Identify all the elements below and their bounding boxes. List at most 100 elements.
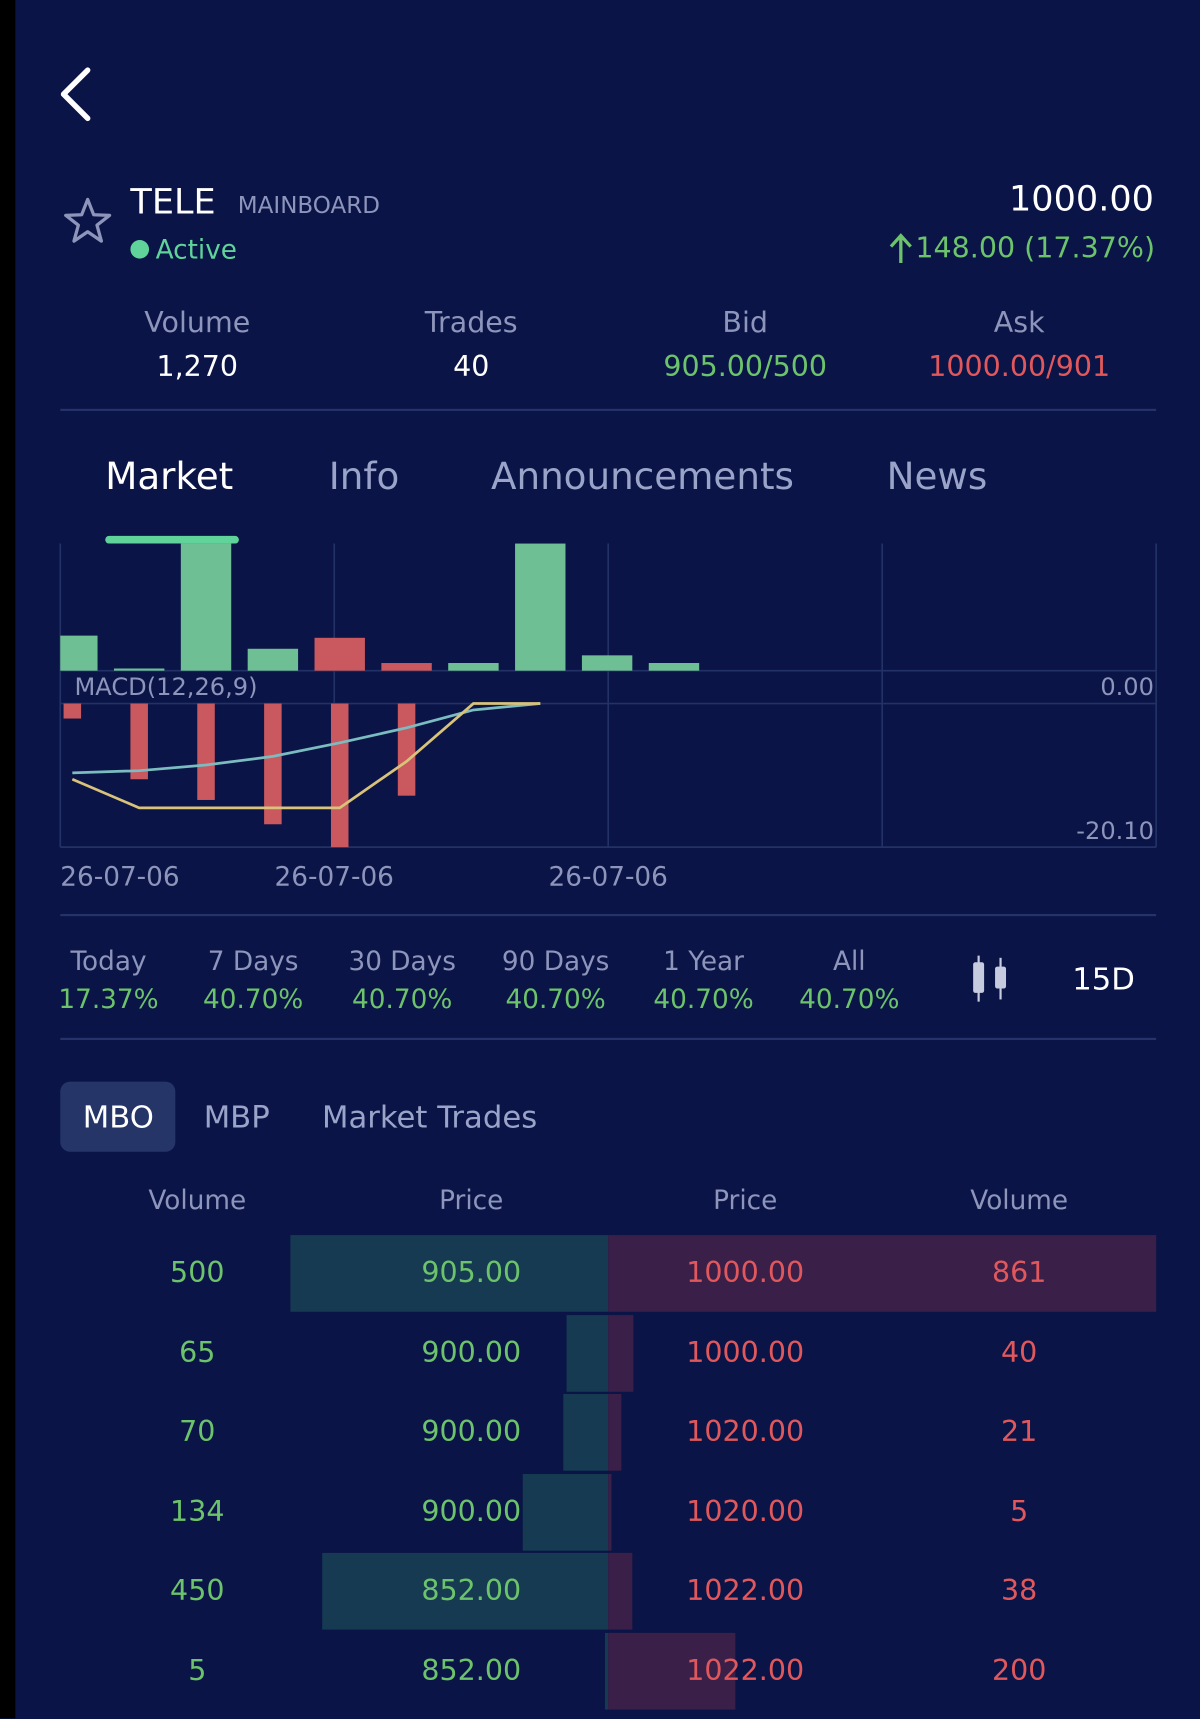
chart: 0.00 -20.10 MACD(12,26,9) 26-07-06 26-07-06 2… <box>59 543 1157 892</box>
column-header: Price <box>439 1184 504 1216</box>
volume-bar <box>180 543 232 671</box>
divider <box>60 1037 1157 1040</box>
tab-indicator <box>105 535 239 544</box>
stat-label: Ask <box>993 306 1045 340</box>
bid-volume: 450 <box>170 1574 225 1608</box>
column-header: Price <box>713 1184 778 1216</box>
macd-bar <box>397 703 416 796</box>
price: 1000.00 <box>1008 177 1154 220</box>
volume-bar <box>60 635 98 671</box>
macd-bar <box>63 703 82 719</box>
bid-depth-bar <box>321 1552 609 1630</box>
period-label[interactable]: 30 Days <box>348 945 456 977</box>
interval[interactable]: 15D <box>1072 961 1135 998</box>
ask-volume: 861 <box>991 1256 1047 1290</box>
symbol: TELE <box>130 180 216 223</box>
bid-price: 905.00 <box>421 1256 522 1290</box>
bid-volume: 70 <box>179 1415 216 1449</box>
volume-bar <box>247 648 299 671</box>
period-label[interactable]: All <box>833 945 866 977</box>
stat-value: 905.00/500 <box>663 350 828 384</box>
period-label[interactable]: 7 Days <box>207 945 299 977</box>
bid-depth-bar <box>289 1235 609 1312</box>
volume-bar <box>515 543 566 671</box>
bid-price: 900.00 <box>421 1415 522 1449</box>
back-button[interactable] <box>53 64 101 125</box>
tab[interactable]: Market <box>105 454 234 499</box>
volume-bar <box>113 668 165 671</box>
ask-volume: 21 <box>1001 1415 1038 1449</box>
bid-depth-bar <box>563 1393 609 1471</box>
tab[interactable]: Info <box>328 454 400 499</box>
status: Active <box>155 234 237 266</box>
ask-volume: 5 <box>1010 1495 1029 1529</box>
ask-depth-bar <box>608 1632 736 1710</box>
period-label[interactable]: 1 Year <box>663 945 744 977</box>
stat-value: 1,270 <box>156 350 239 384</box>
change: 148.00 (17.37%) <box>915 232 1156 266</box>
indicator-label: MACD(12,26,9) <box>75 673 258 701</box>
column-header: Volume <box>970 1184 1069 1216</box>
ask-price: 1020.00 <box>686 1415 805 1449</box>
macd-line <box>71 702 541 810</box>
bid-volume: 65 <box>179 1336 216 1370</box>
candle-icon[interactable] <box>969 953 1015 1003</box>
bid-volume: 500 <box>170 1256 225 1290</box>
volume-bar <box>648 663 700 671</box>
macd-bar <box>197 703 215 800</box>
period-change: 40.70% <box>505 984 606 1015</box>
ask-depth-bar <box>608 1235 1157 1312</box>
x-tick-label: 26-07-06 <box>60 862 179 892</box>
volume-bar <box>448 663 499 671</box>
book-tab[interactable]: MBO <box>82 1099 154 1136</box>
stat-label: Trades <box>424 306 518 340</box>
bid-price: 900.00 <box>421 1336 522 1370</box>
stat-value: 40 <box>453 350 490 384</box>
period-change: 17.37% <box>58 984 159 1015</box>
macd-bar <box>264 703 282 825</box>
ask-price: 1020.00 <box>686 1495 805 1529</box>
ask-depth-bar <box>608 1393 622 1471</box>
period-label[interactable]: 90 Days <box>501 945 610 977</box>
favorite-star[interactable] <box>61 195 114 248</box>
ask-volume: 38 <box>1001 1574 1038 1608</box>
status-dot <box>130 239 150 259</box>
stat-label: Bid <box>722 306 768 340</box>
ask-price: 1000.00 <box>686 1256 805 1290</box>
ask-price: 1022.00 <box>686 1574 805 1608</box>
period-change: 40.70% <box>352 984 453 1015</box>
period-label[interactable]: Today <box>70 945 147 977</box>
volume-bar <box>314 637 365 671</box>
ask-depth-bar <box>608 1314 634 1392</box>
bid-depth-bar <box>566 1314 609 1392</box>
period-change: 40.70% <box>799 984 900 1015</box>
book-tab[interactable]: Market Trades <box>321 1099 538 1136</box>
bid-price: 900.00 <box>421 1495 522 1529</box>
tab[interactable]: News <box>886 454 988 499</box>
edge <box>0 0 16 1719</box>
active-pill <box>60 1081 176 1152</box>
macd-bar <box>130 703 148 780</box>
stat-label: Volume <box>144 306 251 340</box>
ask-volume: 200 <box>991 1654 1047 1688</box>
bid-price: 852.00 <box>421 1574 522 1608</box>
bid-depth-bar <box>605 1632 609 1710</box>
divider <box>60 913 1157 917</box>
y-tick-label: 0.00 <box>1100 673 1154 701</box>
x-tick-label: 26-07-06 <box>549 862 668 892</box>
ask-price: 1000.00 <box>686 1336 805 1370</box>
y-tick-label: -20.10 <box>1076 817 1154 845</box>
divider <box>60 408 1157 411</box>
bid-volume: 5 <box>188 1654 207 1688</box>
x-tick-label: 26-07-06 <box>275 862 394 892</box>
ask-price: 1022.00 <box>686 1654 805 1688</box>
bid-depth-bar <box>522 1473 609 1551</box>
volume-bar <box>581 655 633 671</box>
tab[interactable]: Announcements <box>490 454 794 499</box>
bid-price: 852.00 <box>421 1654 522 1688</box>
board: MAINBOARD <box>237 192 380 219</box>
period-change: 40.70% <box>203 984 304 1015</box>
volume-bar <box>381 663 432 671</box>
book-tab[interactable]: MBP <box>203 1099 270 1136</box>
